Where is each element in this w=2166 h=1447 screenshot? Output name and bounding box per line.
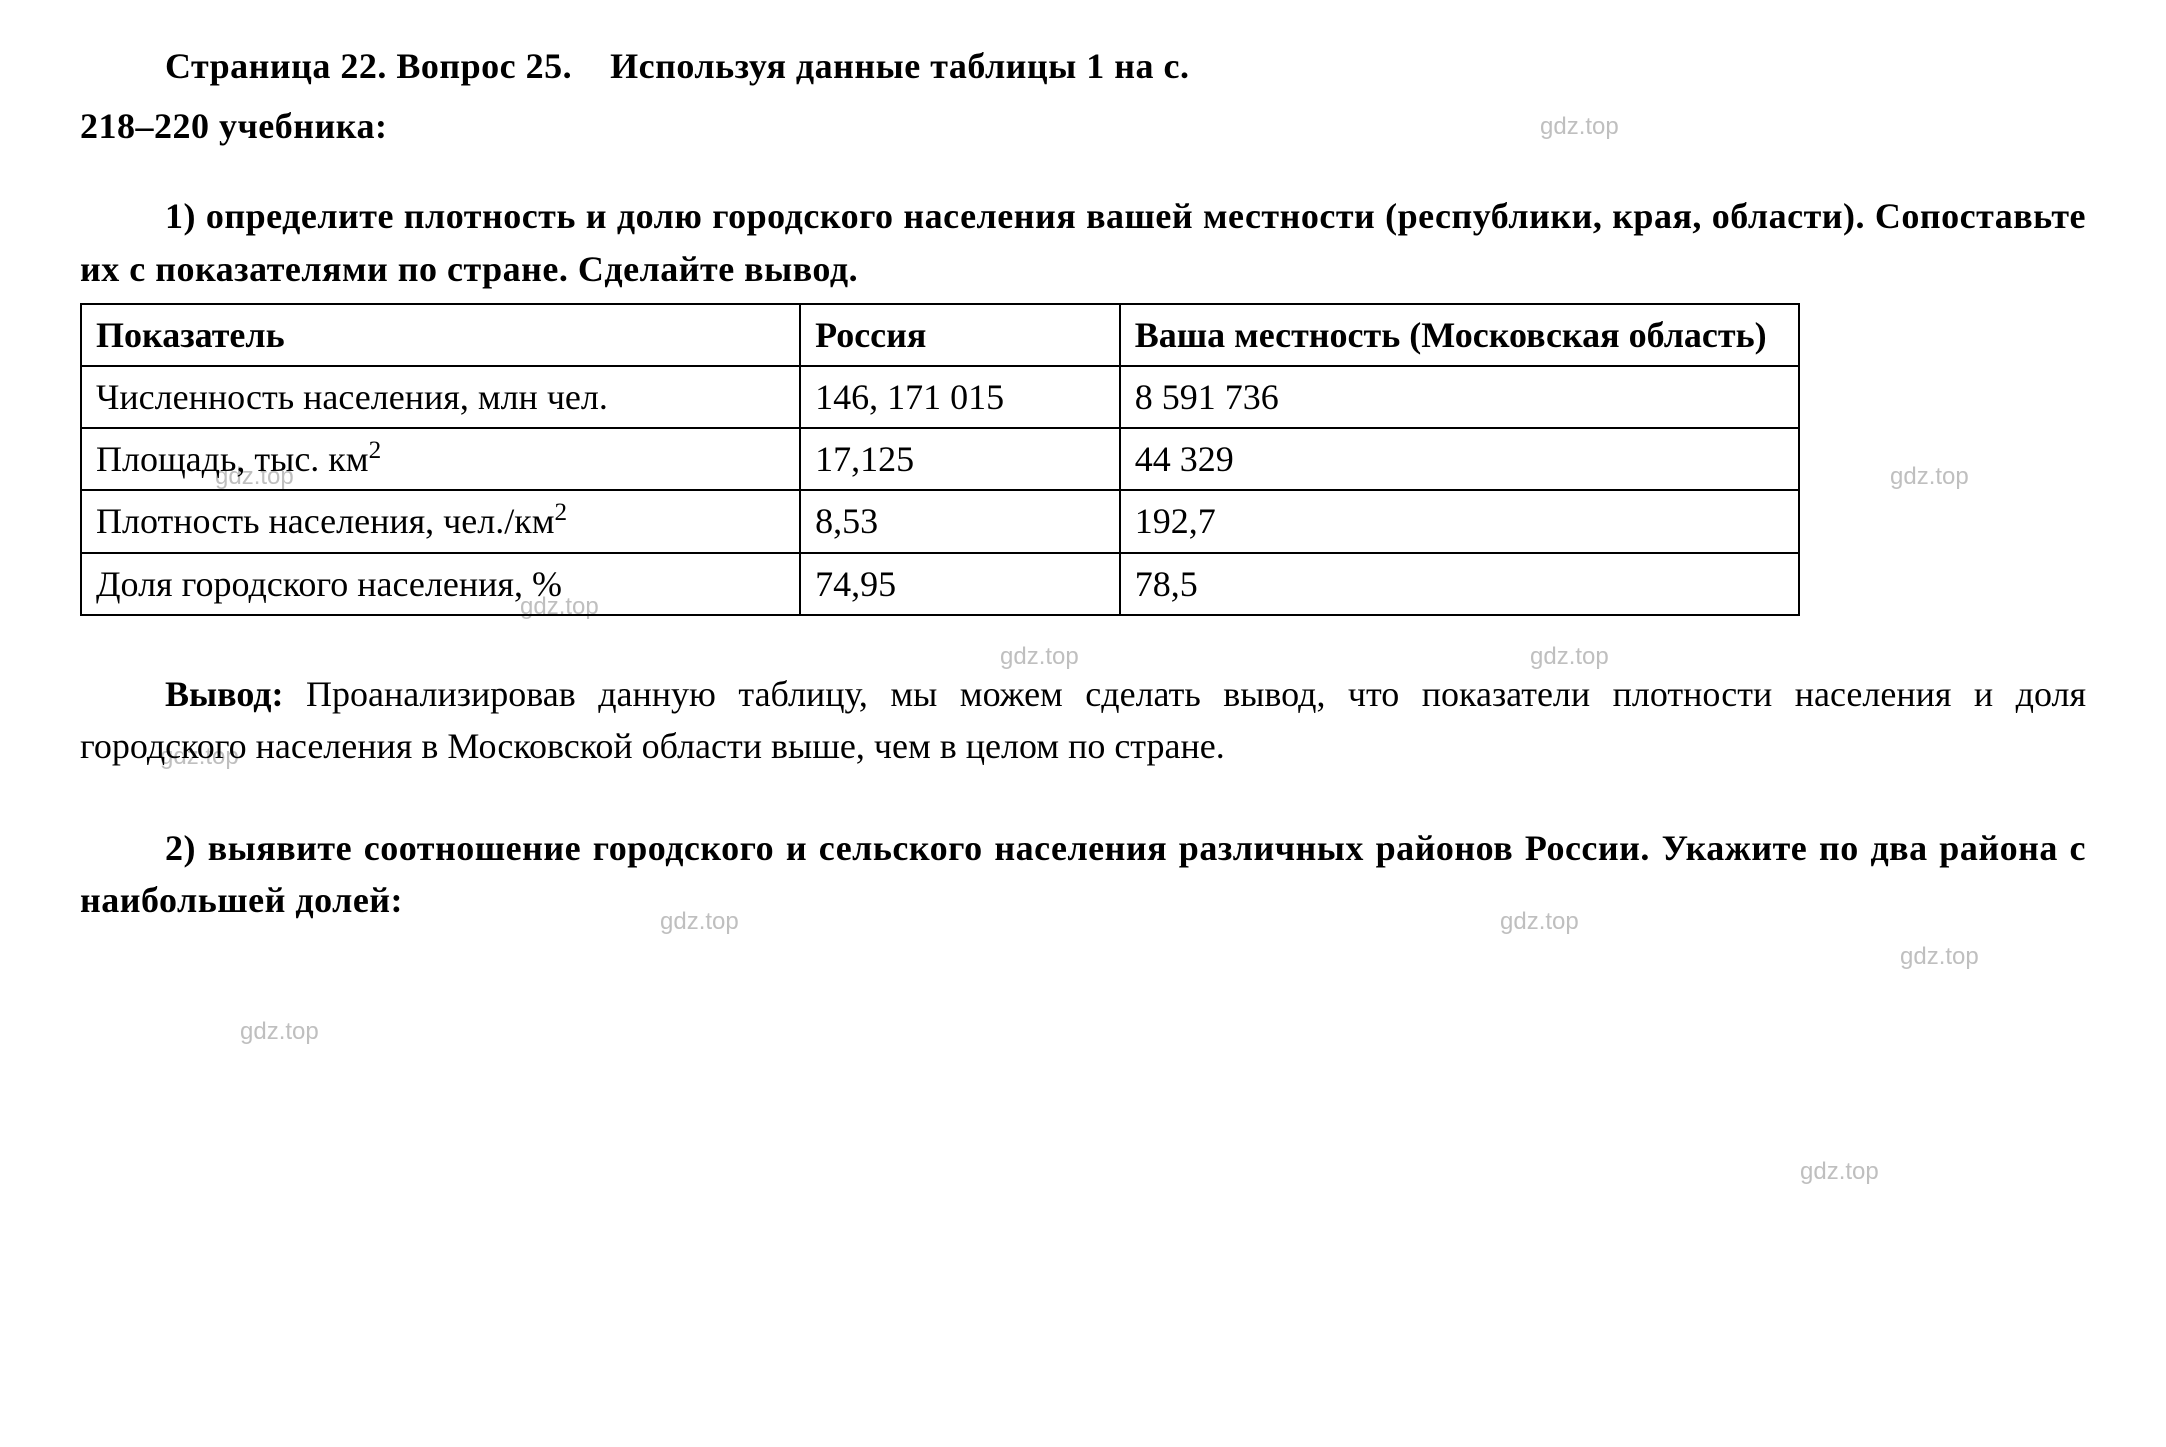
table-cell: Численность населения, млн чел. [81, 366, 800, 428]
table-cell: 8 591 736 [1120, 366, 1799, 428]
table-cell: 8,53 [800, 490, 1120, 552]
table-row: Численность населения, млн чел. 146, 171… [81, 366, 1799, 428]
conclusion-paragraph: Вывод: Проанализировав данную таблицу, м… [80, 668, 2086, 772]
table-cell: 146, 171 015 [800, 366, 1120, 428]
table-header-cell: Россия [800, 304, 1120, 366]
conclusion-label: Вывод: [165, 674, 283, 714]
table-header-row: Показатель Россия Ваша местность (Москов… [81, 304, 1799, 366]
page-reference: Страница 22. Вопрос 25. [165, 46, 572, 86]
question-1-text: определите плотность и долю городского н… [80, 196, 2086, 288]
heading-title-1: Используя данные таблицы 1 на с. [610, 46, 1189, 86]
watermark: gdz.top [1900, 940, 1979, 975]
question-2-text: выявите соотношение городского и сельско… [80, 828, 2086, 920]
table-cell: Доля городского населения, % [81, 553, 800, 615]
heading-line-2: 218–220 учебника: [80, 100, 2086, 152]
heading-line: Страница 22. Вопрос 25. Используя данные… [80, 40, 2086, 92]
table-cell: 78,5 [1120, 553, 1799, 615]
table-cell: Площадь, тыс. км2 [81, 428, 800, 490]
table-header-cell: Показатель [81, 304, 800, 366]
data-table: Показатель Россия Ваша местность (Москов… [80, 303, 1800, 616]
table-row: Плотность населения, чел./км2 8,53 192,7 [81, 490, 1799, 552]
question-1-prefix: 1) [165, 196, 196, 236]
table-row: Площадь, тыс. км2 17,125 44 329 [81, 428, 1799, 490]
table-header-cell: Ваша местность (Московская область) [1120, 304, 1799, 366]
watermark: gdz.top [240, 1015, 319, 1050]
table-cell: 44 329 [1120, 428, 1799, 490]
table-cell: Плотность населения, чел./км2 [81, 490, 800, 552]
watermark: gdz.top [1800, 1155, 1879, 1190]
conclusion-text: Проанализировав данную таблицу, мы можем… [80, 674, 2086, 766]
table-cell: 17,125 [800, 428, 1120, 490]
table-cell: 192,7 [1120, 490, 1799, 552]
table-cell: 74,95 [800, 553, 1120, 615]
question-2-prefix: 2) [165, 828, 196, 868]
question-1: 1) определите плотность и долю городског… [80, 190, 2086, 294]
question-2: 2) выявите соотношение городского и сель… [80, 822, 2086, 926]
table-row: Доля городского населения, % 74,95 78,5 [81, 553, 1799, 615]
